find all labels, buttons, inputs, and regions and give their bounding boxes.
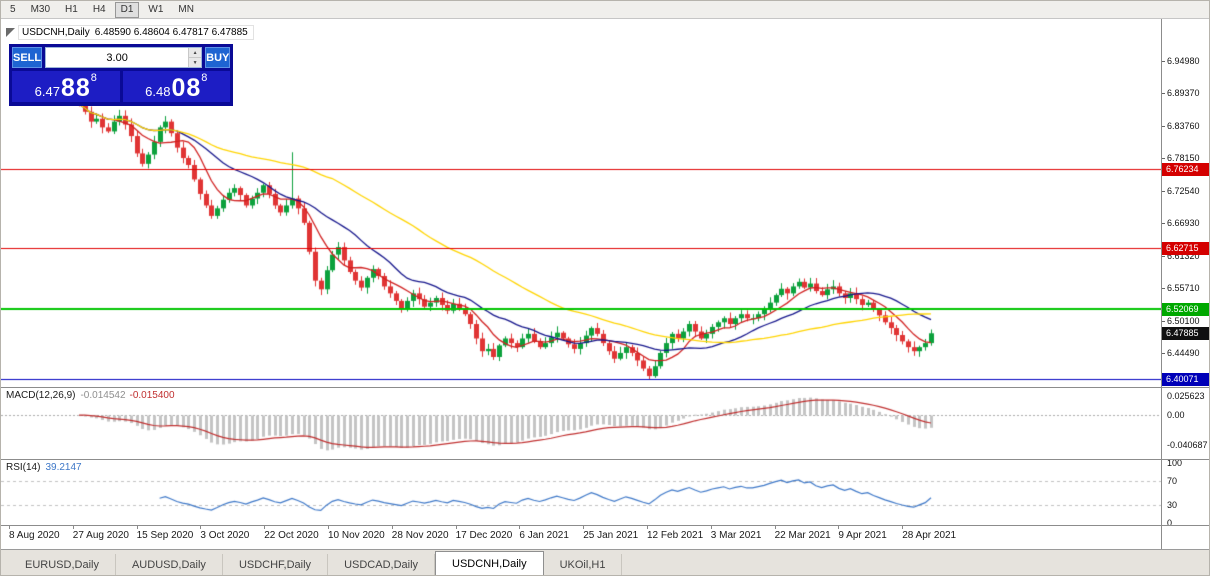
buy-price-point: 8 [201,72,208,84]
date-axis-label: 17 Dec 2020 [455,530,513,541]
volume-input[interactable] [46,48,189,67]
pane-separator[interactable] [1,459,1209,460]
macd-axis-label: 0.025623 [1167,390,1205,401]
date-axis-label: 6 Jan 2021 [519,530,569,541]
macd-main-value: -0.014542 [80,390,126,401]
buy-price-int: 6.48 [145,84,171,99]
current-price-tag: 6.47885 [1162,327,1209,340]
sell-price-display[interactable]: 6.47 88 8 [12,71,120,102]
price-axis: 6.94980 6.89370 6.83760 6.78150 6.72540 6.669… [1161,19,1209,549]
chart-title: USDCNH,Daily 6.48590 6.48604 6.47817 6.47… [18,25,254,40]
chart-tab-ukoil[interactable]: UKOil,H1 [544,554,623,575]
timeframe-toolbar: 5 M30 H1 H4 D1 W1 MN [1,1,1209,19]
resistance-line-1-tag: 6.76234 [1162,163,1209,176]
buy-price-pips: 08 [171,74,202,102]
macd-axis-label: 0.00 [1167,410,1185,421]
date-axis-label: 15 Sep 2020 [136,530,194,541]
chart-tab-usdchf[interactable]: USDCHF,Daily [223,554,329,575]
timeframe-button-m5[interactable]: 5 [10,3,16,15]
price-axis-label: 6.78150 [1167,153,1200,164]
sell-button[interactable]: SELL [12,47,43,68]
rsi-value: 39.2147 [45,462,82,473]
timeframe-button-h4[interactable]: H4 [92,3,106,15]
chart-tab-audusd[interactable]: AUDUSD,Daily [116,554,223,575]
timeframe-button-w1[interactable]: W1 [148,3,164,15]
price-axis-label: 6.66930 [1167,218,1200,229]
price-axis-label: 6.83760 [1167,120,1200,131]
chart-tab-usdcnh[interactable]: USDCNH,Daily [435,551,544,575]
buy-price-display[interactable]: 6.48 08 8 [122,71,230,102]
chart-tab-usdcad[interactable]: USDCAD,Daily [328,554,436,575]
rsi-axis-label: 100 [1167,458,1183,468]
rsi-label: RSI(14) 39.2147 [6,462,82,473]
date-axis-label: 10 Nov 2020 [328,530,385,541]
price-axis-label: 6.44490 [1167,348,1200,358]
pane-separator [1,525,1209,526]
date-axis-label: 28 Nov 2020 [391,530,449,541]
volume-spinner: ▲ ▼ [188,48,202,67]
price-axis-label: 6.61320 [1167,250,1200,261]
date-axis-label: 12 Feb 2021 [647,530,704,541]
rsi-axis-label: 70 [1167,476,1178,486]
rsi-axis-label: 0 [1167,518,1173,528]
rsi-axis-label: 30 [1167,500,1178,510]
support-line-green-tag: 6.52069 [1162,303,1209,316]
date-axis-label: 8 Aug 2020 [9,530,60,541]
chart-symbol-period: USDCNH,Daily [22,27,90,38]
volume-box: ▲ ▼ [45,47,203,68]
price-axis-label: 6.89370 [1167,88,1200,99]
rsi-name: RSI(14) [6,462,41,473]
price-axis-label: 6.72540 [1167,185,1200,196]
sell-price-pips: 88 [60,74,91,102]
sell-price-int: 6.47 [34,84,60,99]
timeframe-button-mn[interactable]: MN [178,3,194,15]
support-line-blue-tag: 6.40071 [1162,373,1209,386]
chart-ohlc-quote: 6.48590 6.48604 6.47817 6.47885 [94,27,248,38]
timeframe-button-d1[interactable]: D1 [114,1,140,18]
date-axis-label: 22 Mar 2021 [774,530,831,541]
date-axis-label: 3 Oct 2020 [200,530,250,541]
chart-area[interactable]: 8 Aug 2020 27 Aug 2020 15 Sep 2020 3 Oct 20… [1,19,1161,549]
pane-separator[interactable] [1,387,1209,388]
date-axis-label: 28 Apr 2021 [902,530,957,541]
chart-tab-eurusd[interactable]: EURUSD,Daily [9,554,116,575]
timeframe-button-m30[interactable]: M30 [30,3,51,15]
resistance-line-2-tag: 6.62715 [1162,242,1209,255]
date-axis-label: 22 Oct 2020 [264,530,319,541]
macd-label: MACD(12,26,9) -0.014542 -0.015400 [6,390,175,401]
buy-button[interactable]: BUY [205,47,231,68]
date-axis-label: 9 Apr 2021 [838,530,887,541]
symbol-marker-icon [6,28,15,37]
rsi-indicator-canvas[interactable] [1,460,1161,525]
sell-price-point: 8 [90,72,97,84]
macd-indicator-canvas[interactable] [1,388,1161,459]
chart-tabbar: EURUSD,Daily AUDUSD,Daily USDCHF,Daily U… [1,549,1209,575]
volume-decrease-button[interactable]: ▼ [189,57,202,67]
date-axis: 8 Aug 2020 27 Aug 2020 15 Sep 2020 3 Oct 20… [1,525,1161,549]
macd-name: MACD(12,26,9) [6,390,76,401]
timeframe-button-h1[interactable]: H1 [65,3,78,15]
volume-increase-button[interactable]: ▲ [189,48,202,57]
date-axis-label: 3 Mar 2021 [710,530,762,541]
macd-axis-label: -0.040687 [1167,440,1208,451]
price-axis-label: 6.94980 [1167,56,1200,66]
price-axis-label: 6.55710 [1167,283,1200,294]
date-axis-label: 25 Jan 2021 [583,530,639,541]
macd-signal-value: -0.015400 [129,390,175,401]
date-axis-label: 27 Aug 2020 [72,530,129,541]
price-axis-label: 6.50100 [1167,315,1200,326]
